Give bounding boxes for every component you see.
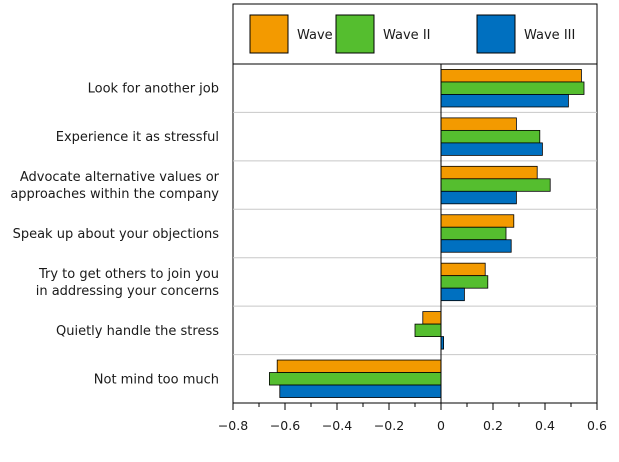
x-axis: −0.8 −0.6 −0.4 −0.2 0 0.2 0.4 0.6 xyxy=(218,403,607,433)
bar-1-4 xyxy=(440,214,515,228)
category-label: Try to get others to join you xyxy=(38,267,219,282)
bar-3-2 xyxy=(440,142,543,156)
x-tick-label: −0.4 xyxy=(322,418,352,433)
legend-swatch-3 xyxy=(476,14,516,54)
legend-label-3: Wave III xyxy=(524,28,575,43)
bar-1-6 xyxy=(422,311,442,325)
x-tick-label: 0.2 xyxy=(483,418,503,433)
legend-swatch-1 xyxy=(249,14,289,54)
x-tick-label: 0 xyxy=(437,418,445,433)
bar-3-5 xyxy=(440,287,465,302)
bar-2-5 xyxy=(440,275,489,289)
bar-1-5 xyxy=(440,262,486,277)
category-label: in addressing your concerns xyxy=(36,284,219,299)
bar-2-4 xyxy=(440,226,507,241)
bar-1-2 xyxy=(440,117,517,131)
legend: Wave I Wave II Wave III xyxy=(249,14,575,54)
bar-2-1 xyxy=(440,81,585,95)
category-label: Advocate alternative values or xyxy=(20,170,220,185)
x-tick-label: −0.2 xyxy=(374,418,404,433)
bar-1-1 xyxy=(440,69,582,83)
bar-3-1 xyxy=(440,94,569,108)
x-tick-label: −0.8 xyxy=(218,418,248,433)
bar-2-7 xyxy=(268,372,442,386)
legend-swatch-2 xyxy=(335,14,375,54)
bar-2-3 xyxy=(440,178,551,192)
category-label: Experience it as stressful xyxy=(56,130,219,145)
x-tick-label: 0.4 xyxy=(535,418,555,433)
legend-label-1: Wave I xyxy=(297,28,341,43)
bar-1-7 xyxy=(276,359,442,373)
category-label: approaches within the company xyxy=(10,187,219,202)
bar-3-7 xyxy=(279,384,442,398)
bar-3-3 xyxy=(440,190,517,205)
x-tick-label: −0.6 xyxy=(270,418,300,433)
bar-3-4 xyxy=(440,239,512,253)
bar-2-2 xyxy=(440,129,541,144)
category-label: Look for another job xyxy=(88,82,219,97)
bar-1-3 xyxy=(440,165,538,180)
bars xyxy=(268,69,585,398)
bar-2-6 xyxy=(414,323,442,338)
category-labels: Look for another job Experience it as str… xyxy=(10,82,219,388)
category-label: Quietly handle the stress xyxy=(56,324,219,339)
legend-label-2: Wave II xyxy=(383,28,430,43)
category-label: Not mind too much xyxy=(94,372,219,387)
category-separators xyxy=(233,63,597,356)
x-tick-label: 0.6 xyxy=(587,418,607,433)
category-label: Speak up about your objections xyxy=(13,227,220,242)
